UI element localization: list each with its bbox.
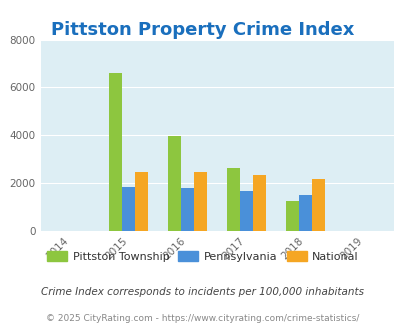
- Bar: [109, 73, 122, 231]
- Bar: [227, 168, 240, 231]
- Bar: [181, 188, 194, 231]
- Legend: Pittston Township, Pennsylvania, National: Pittston Township, Pennsylvania, Nationa…: [43, 247, 362, 267]
- Bar: [311, 179, 324, 231]
- Bar: [240, 191, 252, 231]
- Bar: [286, 201, 298, 231]
- Text: Pittston Property Crime Index: Pittston Property Crime Index: [51, 21, 354, 40]
- Bar: [168, 137, 181, 231]
- Bar: [298, 195, 311, 231]
- Bar: [194, 172, 207, 231]
- Bar: [135, 172, 148, 231]
- Text: Crime Index corresponds to incidents per 100,000 inhabitants: Crime Index corresponds to incidents per…: [41, 287, 364, 297]
- Bar: [252, 175, 265, 231]
- Bar: [122, 187, 135, 231]
- Text: © 2025 CityRating.com - https://www.cityrating.com/crime-statistics/: © 2025 CityRating.com - https://www.city…: [46, 314, 359, 323]
